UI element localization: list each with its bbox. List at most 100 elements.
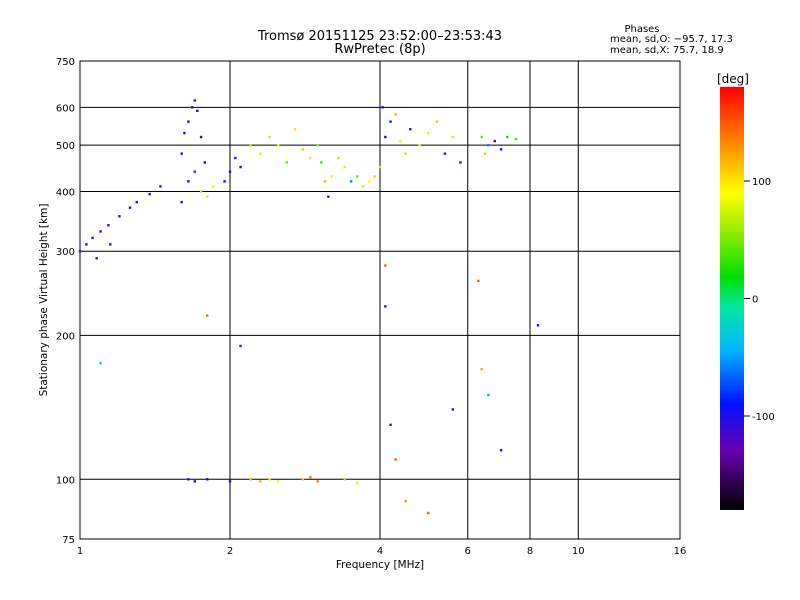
data-point xyxy=(443,152,447,155)
data-point xyxy=(330,175,333,178)
data-point xyxy=(409,127,412,131)
data-point xyxy=(78,250,82,253)
data-point xyxy=(187,478,190,481)
data-point xyxy=(223,180,226,183)
data-point xyxy=(367,180,371,183)
data-point xyxy=(301,478,305,481)
data-point xyxy=(320,161,323,164)
y-tick-label: 300 xyxy=(56,247,75,258)
data-point xyxy=(404,499,407,503)
data-point xyxy=(349,180,353,183)
data-point xyxy=(487,393,490,397)
data-point xyxy=(451,408,455,411)
data-point xyxy=(95,257,98,260)
data-point xyxy=(384,264,387,267)
chart-subtitle: RwPretec (8p) xyxy=(334,42,425,57)
colorbar-tick-label: 100 xyxy=(752,177,771,188)
data-point xyxy=(228,170,232,173)
data-point xyxy=(493,139,497,143)
data-point xyxy=(483,152,487,155)
data-point xyxy=(109,243,112,246)
data-point xyxy=(499,449,503,452)
x-tick-label: 16 xyxy=(674,546,687,557)
data-point xyxy=(316,143,319,147)
chart-title: Tromsø 20151125 23:52:00–23:53:43 xyxy=(257,29,502,44)
data-point xyxy=(399,139,402,143)
colorbar: [deg] 100 0 -100 xyxy=(717,72,775,510)
data-point xyxy=(323,180,327,183)
data-point xyxy=(180,200,183,204)
stats-o-line: mean, sd,O: −95.7, 17.3 xyxy=(610,34,733,45)
y-axis-label: Stationary phase Virtual Height [km] xyxy=(38,204,50,397)
data-point xyxy=(268,478,271,481)
y-tick-label: 100 xyxy=(56,475,75,486)
y-tick-label: 400 xyxy=(56,187,75,198)
x-tick-labels: 1 2 4 6 8 10 16 xyxy=(77,546,687,557)
x-tick-label: 4 xyxy=(377,546,383,557)
data-point xyxy=(337,156,340,160)
data-point xyxy=(384,135,387,139)
x-tick-label: 10 xyxy=(572,546,585,557)
data-point xyxy=(361,185,365,188)
data-point xyxy=(259,152,262,155)
data-point xyxy=(487,143,490,147)
grid xyxy=(80,61,680,539)
data-point xyxy=(203,161,206,164)
data-point xyxy=(480,367,483,371)
data-point xyxy=(211,185,215,188)
data-point xyxy=(277,143,280,147)
data-point xyxy=(477,279,480,283)
data-point xyxy=(389,423,392,427)
x-tick-label: 6 xyxy=(465,546,471,557)
colorbar-tick-label: 0 xyxy=(752,295,758,306)
data-point xyxy=(187,120,190,123)
data-point xyxy=(404,152,407,155)
data-points xyxy=(78,99,540,515)
colorbar-label: [deg] xyxy=(717,72,749,86)
colorbar-tick-label: -100 xyxy=(752,412,775,423)
data-point xyxy=(514,137,518,141)
data-point xyxy=(187,180,190,183)
y-tick-label: 750 xyxy=(56,57,75,68)
stats-x-line: mean, sd,X: 75.7, 18.9 xyxy=(610,45,724,56)
stats-heading: Phases xyxy=(624,24,659,35)
data-point xyxy=(381,106,384,109)
x-tick-label: 1 xyxy=(77,546,83,557)
data-point xyxy=(193,99,197,102)
data-point xyxy=(180,152,183,155)
data-point xyxy=(196,109,199,113)
data-point xyxy=(536,324,540,327)
plot-area: 1 2 4 6 8 10 16 75 100 200 300 400 500 600 750 xyxy=(56,57,686,557)
data-point xyxy=(373,175,376,178)
y-tick-label: 600 xyxy=(56,103,75,114)
x-tick-label: 2 xyxy=(227,546,233,557)
data-point xyxy=(259,480,262,483)
data-point xyxy=(85,243,88,246)
data-point xyxy=(239,344,242,348)
data-point xyxy=(199,190,203,193)
data-point xyxy=(394,113,397,116)
data-point xyxy=(384,305,387,308)
x-axis-label: Frequency [MHz] xyxy=(336,559,424,571)
data-point xyxy=(99,361,102,365)
data-point xyxy=(343,165,347,169)
data-point xyxy=(183,131,186,135)
data-point xyxy=(191,106,194,109)
colorbar-ticks: 100 0 -100 xyxy=(744,177,775,423)
data-point xyxy=(159,185,162,188)
colorbar-gradient xyxy=(720,87,744,510)
data-point xyxy=(228,480,232,483)
data-point xyxy=(343,478,347,481)
data-point xyxy=(205,314,209,317)
data-point xyxy=(148,192,151,196)
data-point xyxy=(301,148,305,151)
data-point xyxy=(199,135,203,139)
data-point xyxy=(99,230,102,233)
y-tick-label: 500 xyxy=(56,141,75,152)
data-point xyxy=(249,143,252,147)
data-point xyxy=(205,195,209,198)
data-point xyxy=(234,156,237,160)
y-tick-labels: 75 100 200 300 400 500 600 750 xyxy=(56,57,75,546)
data-point xyxy=(249,478,252,481)
